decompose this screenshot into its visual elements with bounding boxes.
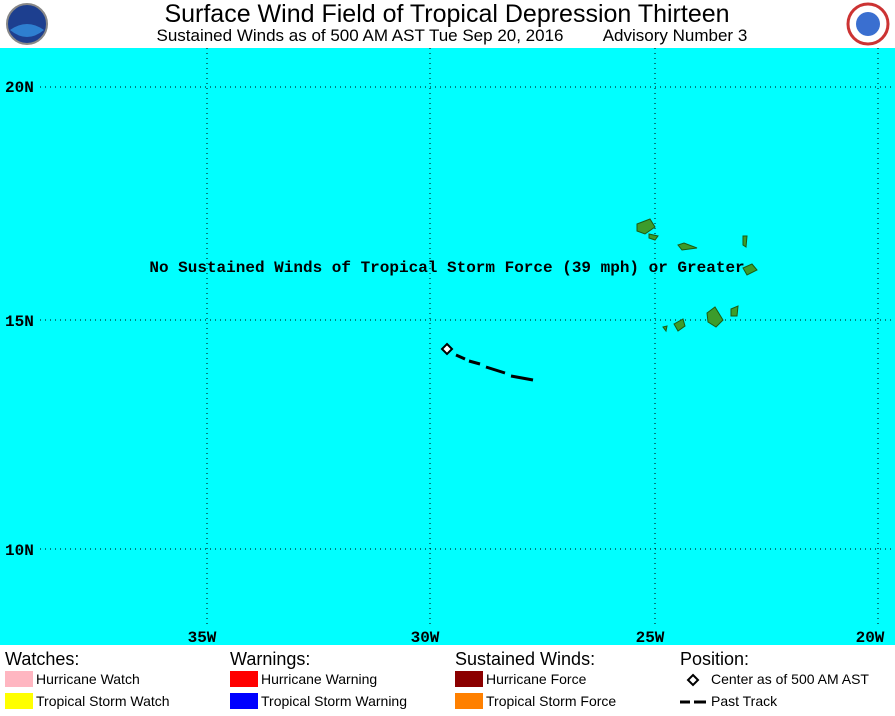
legend-item: Hurricane Warning xyxy=(261,671,377,687)
lat-label: 20N xyxy=(5,79,34,97)
advisory: Advisory Number 3 xyxy=(603,26,748,45)
island xyxy=(742,263,758,276)
legend-item: Tropical Storm Warning xyxy=(261,693,407,709)
legend-item: Center as of 500 AM AST xyxy=(711,671,869,687)
legend-item: Tropical Storm Force xyxy=(486,693,616,709)
center-marker xyxy=(440,342,454,356)
lon-label: 35W xyxy=(188,629,217,647)
legend-item: Hurricane Watch xyxy=(36,671,140,687)
nws-logo-center xyxy=(856,12,880,36)
island xyxy=(730,305,739,317)
legend-item: Tropical Storm Watch xyxy=(36,693,170,709)
lon-label: 30W xyxy=(411,629,440,647)
track-dash xyxy=(510,374,534,382)
lon-label: 25W xyxy=(636,629,665,647)
islands xyxy=(636,218,758,333)
swatch xyxy=(5,693,33,709)
island xyxy=(662,325,668,333)
past-track xyxy=(455,353,534,382)
subtitle: Sustained Winds as of 500 AM AST Tue Sep… xyxy=(156,26,563,45)
swatch xyxy=(455,671,483,687)
legend-title: Sustained Winds: xyxy=(455,649,595,669)
legend-item: Past Track xyxy=(711,693,778,709)
track-dash xyxy=(468,359,481,366)
lat-label: 15N xyxy=(5,313,34,331)
island xyxy=(648,233,659,241)
swatch xyxy=(686,673,700,687)
annotation: No Sustained Winds of Tropical Storm For… xyxy=(149,259,744,277)
swatch xyxy=(5,671,33,687)
track-dash xyxy=(455,353,466,361)
swatch xyxy=(230,693,258,709)
island xyxy=(677,242,698,251)
lat-label: 10N xyxy=(5,542,34,560)
lon-label: 20W xyxy=(856,629,885,647)
island xyxy=(706,306,724,328)
title: Surface Wind Field of Tropical Depressio… xyxy=(164,0,729,28)
island xyxy=(742,235,748,248)
island xyxy=(673,318,686,332)
legend-title: Position: xyxy=(680,649,749,669)
legend-title: Watches: xyxy=(5,649,79,669)
legend-item: Hurricane Force xyxy=(486,671,587,687)
noaa-logo-wave xyxy=(10,24,44,37)
track-dash xyxy=(485,365,506,375)
swatch xyxy=(230,671,258,687)
swatch xyxy=(455,693,483,709)
legend-title: Warnings: xyxy=(230,649,310,669)
island xyxy=(636,218,656,235)
